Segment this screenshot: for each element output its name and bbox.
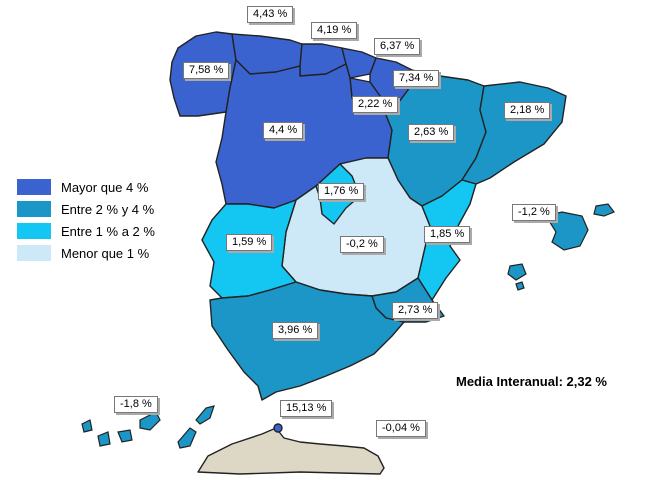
- legend: Mayor que 4 % Entre 2 % y 4 % Entre 1 % …: [17, 176, 155, 264]
- label-cataluna: 2,18 %: [504, 102, 551, 119]
- label-valencia: 1,85 %: [424, 226, 471, 243]
- region-canarias-3: [117, 429, 133, 443]
- media-interanual: Media Interanual: 2,32 %: [456, 374, 607, 389]
- region-andalucia: [209, 281, 405, 401]
- label-andalucia: 3,96 %: [272, 322, 319, 339]
- label-navarra: 7,34 %: [393, 70, 440, 87]
- legend-label: Entre 2 % y 4 %: [61, 201, 155, 217]
- label-cantabria: 4,19 %: [311, 22, 358, 39]
- label-pais-vasco: 6,37 %: [374, 38, 421, 55]
- label-la-rioja: 2,22 %: [352, 96, 399, 113]
- region-canarias-6: [195, 405, 215, 425]
- label-galicia: 7,58 %: [183, 62, 230, 79]
- legend-swatch: [17, 201, 51, 217]
- region-canarias-1: [81, 419, 93, 433]
- label-extremadura: 1,59 %: [226, 234, 273, 251]
- region-canarias-4: [139, 411, 161, 431]
- region-baleares-ibiza: [507, 263, 527, 281]
- label-murcia: 2,73 %: [392, 302, 439, 319]
- legend-label: Mayor que 4 %: [61, 179, 149, 195]
- legend-swatch: [17, 245, 51, 261]
- legend-item: Menor que 1 %: [17, 242, 155, 264]
- legend-item: Entre 2 % y 4 %: [17, 198, 155, 220]
- legend-label: Entre 1 % a 2 %: [61, 223, 155, 239]
- legend-swatch: [17, 223, 51, 239]
- label-castilla-la-mancha: -0,2 %: [340, 236, 384, 253]
- legend-swatch: [17, 179, 51, 195]
- label-canarias: -1,8 %: [114, 396, 158, 413]
- region-baleares-formentera: [515, 281, 525, 291]
- label-baleares: -1,2 %: [512, 204, 556, 221]
- region-ceuta: [197, 427, 385, 475]
- label-madrid: 1,76 %: [318, 183, 365, 200]
- label-melilla: 15,13 %: [280, 400, 333, 417]
- region-canarias-2: [97, 431, 111, 447]
- legend-item: Mayor que 4 %: [17, 176, 155, 198]
- label-castilla-leon: 4,4 %: [263, 122, 304, 139]
- region-canarias-5: [177, 427, 197, 449]
- label-aragon: 2,63 %: [408, 124, 455, 141]
- label-asturias: 4,43 %: [247, 6, 294, 23]
- region-melilla: [273, 423, 283, 433]
- legend-item: Entre 1 % a 2 %: [17, 220, 155, 242]
- region-baleares-menorca: [593, 203, 615, 217]
- legend-label: Menor que 1 %: [61, 245, 150, 261]
- region-baleares: [545, 211, 589, 251]
- label-ceuta: -0,04 %: [376, 420, 426, 437]
